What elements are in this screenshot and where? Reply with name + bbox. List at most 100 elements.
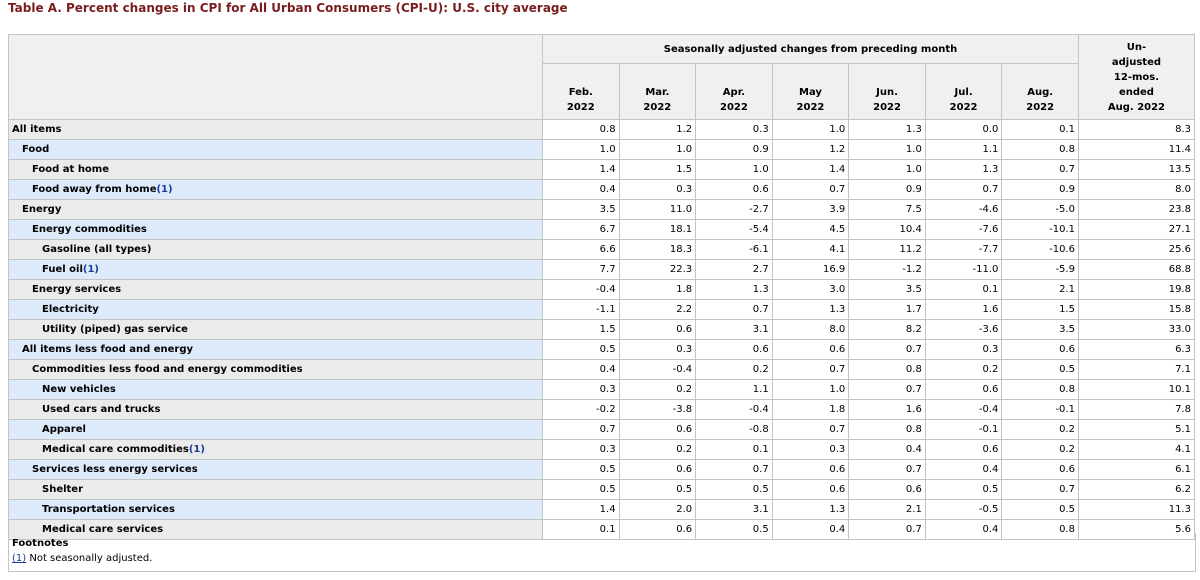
monthly-change-cell: 0.6 (618, 319, 697, 340)
monthly-change-cell: 3.5 (1001, 319, 1079, 340)
footnotes-heading: Footnotes (12, 538, 69, 549)
unadjusted-12mo-cell: 11.4 (1077, 139, 1195, 160)
row-label: Used cars and trucks (42, 404, 161, 415)
unadjusted-12mo-cell: 15.8 (1077, 299, 1195, 320)
monthly-change-cell: 0.6 (924, 439, 1003, 460)
table-row: Food 1.0 1.0 0.9 1.2 1.0 1.1 0.8 11.4 (8, 139, 1195, 160)
month-header: Mar. 2022 (618, 63, 697, 120)
row-label: Medical care services (42, 524, 164, 535)
monthly-change-cell: 2.0 (618, 499, 697, 520)
table-row: All items less food and energy 0.5 0.3 0.6 0… (8, 339, 1195, 360)
monthly-change-cell: 3.5 (848, 279, 926, 300)
monthly-change-cell: 0.5 (542, 339, 620, 360)
row-label: Gasoline (all types) (42, 244, 152, 255)
month-header-line1: Feb. (568, 87, 593, 98)
monthly-change-cell: -10.1 (1001, 219, 1079, 240)
monthly-change-cell: 0.3 (924, 339, 1003, 360)
row-label: Food at home (32, 164, 110, 175)
monthly-change-cell: 0.6 (695, 339, 773, 360)
row-label-cell: Apparel (8, 419, 543, 440)
row-label-cell: Energy services (8, 279, 543, 300)
monthly-change-cell: 0.9 (1001, 179, 1079, 200)
monthly-change-cell: 0.6 (1001, 459, 1079, 480)
monthly-change-cell: 0.7 (771, 179, 850, 200)
footnote-link[interactable]: (1) (188, 444, 205, 455)
month-header-line2: 2022 (643, 102, 672, 113)
seasonal-group-header: Seasonally adjusted changes from precedi… (542, 34, 1079, 64)
row-label-cell: Commodities less food and energy commodi… (8, 359, 543, 380)
monthly-change-cell: 0.7 (848, 379, 926, 400)
monthly-change-cell: -5.4 (695, 219, 773, 240)
monthly-change-cell: 4.5 (771, 219, 850, 240)
row-label: All items less food and energy (22, 344, 194, 355)
monthly-change-cell: 0.8 (848, 359, 926, 380)
monthly-change-cell: 0.8 (1001, 379, 1079, 400)
row-label: Food (22, 144, 50, 155)
footnotes-section: Footnotes (1) Not seasonally adjusted. (8, 533, 1196, 572)
monthly-change-cell: 0.3 (542, 439, 620, 460)
unadjusted-12mo-cell: 23.8 (1077, 199, 1195, 220)
footnote-link[interactable]: (1) (156, 184, 173, 195)
unadjusted-line: Aug. 2022 (1107, 102, 1166, 113)
month-header-line1: Mar. (645, 87, 670, 98)
monthly-change-cell: 1.1 (695, 379, 773, 400)
table-row: New vehicles 0.3 0.2 1.1 1.0 0.7 0.6 0.8 10.1 (8, 379, 1195, 400)
monthly-change-cell: 1.0 (695, 159, 773, 180)
monthly-change-cell: 0.8 (1001, 139, 1079, 160)
monthly-change-cell: 1.1 (924, 139, 1003, 160)
month-header-line2: 2022 (949, 102, 978, 113)
monthly-change-cell: -5.0 (1001, 199, 1079, 220)
monthly-change-cell: 0.2 (924, 359, 1003, 380)
monthly-change-cell: 2.1 (1001, 279, 1079, 300)
cpi-table-container: Seasonally adjusted changes from precedi… (8, 34, 1195, 540)
table-row: Energy 3.5 11.0 -2.7 3.9 7.5 -4.6 -5.0 23.8 (8, 199, 1195, 220)
monthly-change-cell: 0.9 (695, 139, 773, 160)
monthly-change-cell: -4.6 (924, 199, 1003, 220)
monthly-change-cell: 1.4 (542, 159, 620, 180)
monthly-change-cell: 0.1 (1001, 119, 1079, 140)
table-row: Used cars and trucks -0.2 -3.8 -0.4 1.8 1.6 -0… (8, 399, 1195, 420)
row-label: Fuel oil (42, 264, 83, 275)
unadjusted-12mo-cell: 4.1 (1077, 439, 1195, 460)
monthly-change-cell: -5.9 (1001, 259, 1079, 280)
monthly-change-cell: 0.3 (618, 179, 697, 200)
monthly-change-cell: -10.6 (1001, 239, 1079, 260)
unadjusted-line: Un- (1126, 42, 1147, 53)
monthly-change-cell: 0.5 (1001, 359, 1079, 380)
footnote-link[interactable]: (1) (82, 264, 99, 275)
monthly-change-cell: 1.3 (848, 119, 926, 140)
monthly-change-cell: 1.8 (771, 399, 850, 420)
monthly-change-cell: 6.7 (542, 219, 620, 240)
monthly-change-cell: -0.4 (542, 279, 620, 300)
month-header-line2: 2022 (1026, 102, 1055, 113)
monthly-change-cell: 1.6 (848, 399, 926, 420)
footnote-marker-link[interactable]: (1) (12, 553, 27, 564)
monthly-change-cell: 7.5 (848, 199, 926, 220)
monthly-change-cell: 0.4 (924, 459, 1003, 480)
monthly-change-cell: -0.4 (618, 359, 697, 380)
unadjusted-12mo-cell: 25.6 (1077, 239, 1195, 260)
unadjusted-12mo-cell: 5.6 (1077, 519, 1195, 540)
unadjusted-header: Un- adjusted 12-mos. ended Aug. 2022 (1077, 34, 1195, 120)
unadjusted-12mo-cell: 5.1 (1077, 419, 1195, 440)
unadjusted-12mo-cell: 6.3 (1077, 339, 1195, 360)
monthly-change-cell: 0.6 (771, 479, 850, 500)
table-row: Commodities less food and energy commodi… (8, 359, 1195, 380)
monthly-change-cell: 1.3 (924, 159, 1003, 180)
monthly-change-cell: 11.2 (848, 239, 926, 260)
monthly-change-cell: 0.2 (618, 439, 697, 460)
month-header-line1: May (799, 87, 822, 98)
row-label: All items (12, 124, 62, 135)
monthly-change-cell: 0.7 (771, 419, 850, 440)
row-label: Energy commodities (32, 224, 147, 235)
monthly-change-cell: -6.1 (695, 239, 773, 260)
row-label-cell: Medical care commodities(1) (8, 439, 543, 460)
row-label-cell: Services less energy services (8, 459, 543, 480)
row-label-cell: Energy commodities (8, 219, 543, 240)
monthly-change-cell: 1.0 (618, 139, 697, 160)
monthly-change-cell: 0.0 (924, 119, 1003, 140)
table-row: Medical care services 0.1 0.6 0.5 0.4 0.7 0.4 0… (8, 519, 1195, 540)
monthly-change-cell: 1.7 (848, 299, 926, 320)
monthly-change-cell: 1.6 (924, 299, 1003, 320)
month-header-line2: 2022 (566, 102, 595, 113)
